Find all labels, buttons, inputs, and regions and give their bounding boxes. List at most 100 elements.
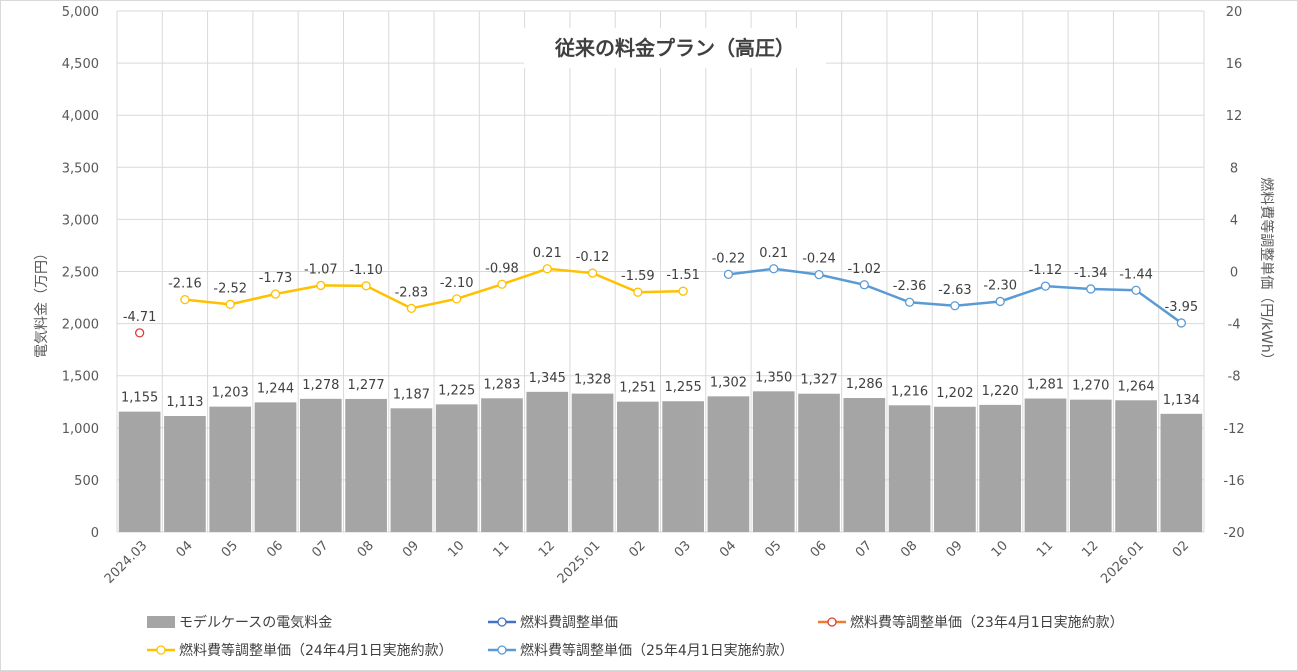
left-tick-label: 1,000: [62, 422, 99, 437]
point-value-label: -1.02: [847, 262, 881, 277]
point-value-label: -1.12: [1029, 263, 1063, 278]
point-value-label: -3.95: [1165, 300, 1199, 315]
point-value-label: -4.71: [123, 310, 157, 325]
right-tick-label: 12: [1226, 109, 1243, 124]
series-point: [225, 299, 235, 309]
legend-label: モデルケースの電気料金: [179, 614, 332, 631]
bar: [435, 404, 478, 532]
legend-label: 燃料費等調整単価（25年4月1日実施約款）: [520, 642, 794, 659]
left-tick-label: 500: [74, 474, 99, 489]
bar-value-label: 1,283: [483, 377, 520, 392]
point-value-label: 0.21: [759, 246, 788, 261]
series-line: [184, 267, 684, 310]
series-point: [316, 280, 326, 291]
bar-value-label: 1,113: [166, 395, 203, 410]
bar-value-label: 1,255: [665, 380, 702, 395]
bar-value-label: 1,203: [212, 386, 249, 401]
right-tick-label: -16: [1223, 474, 1244, 489]
left-tick-label: 2,500: [62, 266, 99, 281]
right-tick-label: 8: [1230, 161, 1238, 176]
series-point: [406, 303, 417, 314]
point-value-label: -0.98: [485, 261, 519, 276]
right-axis-title: 燃料費等調整単価（円/kWh）: [1258, 177, 1275, 367]
point-value-label: -0.12: [576, 250, 610, 265]
bar-value-label: 1,155: [121, 391, 158, 406]
right-tick-label: 16: [1226, 57, 1243, 72]
series-point: [859, 280, 869, 290]
right-tick-label: 20: [1226, 5, 1243, 20]
legend-label: 燃料費等調整単価（23年4月1日実施約款）: [850, 614, 1124, 631]
left-axis-title: 電気料金（万円）: [34, 246, 50, 358]
bar-value-label: 1,202: [936, 386, 973, 401]
series-point: [542, 264, 552, 274]
series-point: [950, 301, 960, 311]
title-background: [524, 28, 826, 68]
point-value-label: -2.10: [440, 276, 474, 291]
point-value-label: 0.21: [533, 246, 562, 261]
series-point: [361, 281, 371, 291]
bar-value-label: 1,350: [755, 370, 792, 385]
legend-swatch-marker: [827, 617, 837, 627]
bar: [526, 391, 569, 532]
series-point: [1176, 318, 1187, 328]
point-value-label: -2.16: [168, 277, 202, 292]
bar: [1024, 398, 1067, 532]
left-tick-label: 3,500: [62, 161, 99, 176]
bar-value-label: 1,244: [257, 381, 294, 396]
legend-label: 燃料費調整単価: [520, 614, 618, 631]
point-value-label: -2.30: [983, 278, 1017, 293]
bar: [934, 406, 976, 532]
bar: [571, 393, 614, 532]
point-value-label: -2.83: [395, 285, 429, 300]
legend-swatch-marker: [156, 645, 166, 655]
bar: [662, 401, 704, 532]
series-point: [452, 294, 462, 304]
bar-value-label: 1,345: [529, 371, 566, 386]
bar-value-label: 1,281: [1027, 378, 1064, 393]
point-value-label: -2.52: [213, 281, 247, 296]
bar: [979, 404, 1022, 532]
legend-swatch-marker: [497, 617, 507, 627]
right-tick-label: -12: [1223, 422, 1244, 437]
left-tick-label: 4,000: [62, 109, 99, 124]
series-point: [587, 268, 598, 278]
bar-value-label: 1,328: [574, 373, 611, 388]
legend-label: 燃料費等調整単価（24年4月1日実施約款）: [179, 642, 453, 659]
right-tick-label: -4: [1228, 318, 1241, 333]
bar: [345, 398, 387, 532]
bar-value-label: 1,270: [1072, 379, 1109, 394]
bar-series: [118, 391, 1203, 532]
left-tick-label: 3,000: [62, 213, 99, 228]
bar: [481, 398, 523, 532]
bar: [1160, 413, 1203, 532]
legend-swatch-marker: [497, 645, 507, 655]
right-tick-label: -20: [1223, 526, 1244, 541]
bar-value-label: 1,277: [347, 378, 384, 393]
data-labels: 1,155 1,113 1,203 1,244 1,278 1,277 1,187 1,225…: [121, 246, 1200, 410]
series-point: [1040, 281, 1051, 291]
bar: [843, 397, 886, 532]
bar: [752, 391, 795, 532]
bar: [1069, 399, 1112, 532]
series-point: [497, 279, 507, 289]
bar: [888, 405, 931, 532]
bar-value-label: 1,286: [846, 377, 883, 392]
point-value-label: -2.63: [938, 283, 972, 298]
bar-value-label: 1,216: [891, 384, 928, 399]
series-point: [995, 296, 1005, 307]
point-value-label: -1.10: [349, 263, 383, 278]
point-value-label: -0.24: [802, 252, 836, 267]
point-value-label: -2.36: [893, 279, 927, 294]
point-value-label: -1.34: [1074, 266, 1108, 281]
series-point: [814, 269, 824, 280]
point-value-label: -1.73: [259, 271, 293, 286]
left-tick-label: 2,000: [62, 318, 99, 333]
series-point: [134, 328, 145, 338]
bar: [707, 396, 750, 532]
bar-value-label: 1,220: [982, 384, 1019, 399]
bar-value-label: 1,251: [619, 381, 656, 396]
series-point: [904, 297, 915, 307]
